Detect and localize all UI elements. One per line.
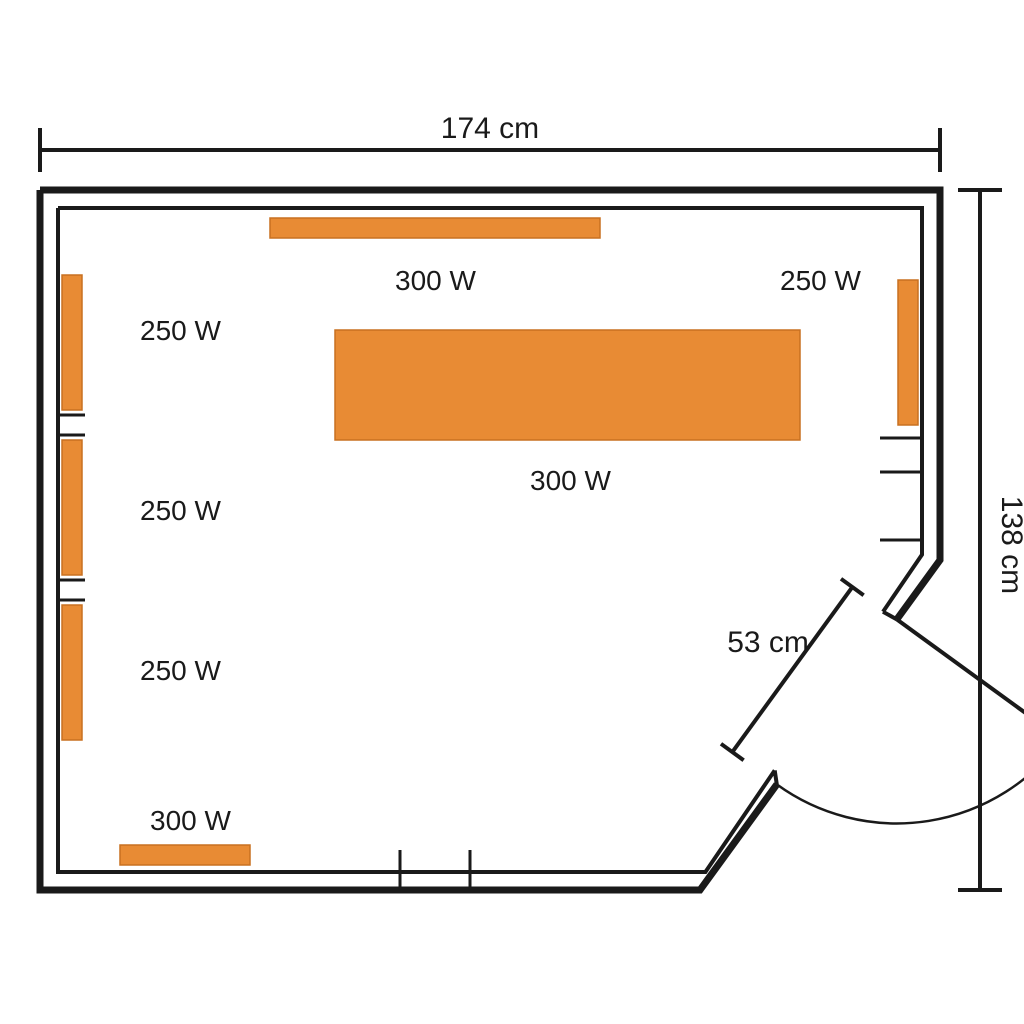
heater-label-top-bar: 300 W [395, 265, 476, 296]
dim-door-label: 53 cm [727, 626, 809, 659]
heater-label-right-panel: 250 W [780, 265, 861, 296]
heater-label-left-panel-2: 250 W [140, 495, 221, 526]
door-jamb [883, 612, 897, 620]
door-arc [777, 739, 1024, 823]
heater-top-bar [270, 218, 600, 238]
heater-label-center-block: 300 W [530, 465, 611, 496]
heater-label-bottom-small: 300 W [150, 805, 231, 836]
heater-left-panel-3 [62, 605, 82, 740]
heater-left-panel-1 [62, 275, 82, 410]
heater-left-panel-2 [62, 440, 82, 575]
dim-top-label: 174 cm [441, 112, 539, 145]
door-jamb [775, 770, 777, 784]
heater-label-left-panel-1: 250 W [140, 315, 221, 346]
heater-center-block [335, 330, 800, 440]
heater-right-panel [898, 280, 918, 425]
dim-right-label: 138 cm [995, 496, 1024, 594]
heater-label-left-panel-3: 250 W [140, 655, 221, 686]
door-leaf [897, 619, 1024, 739]
wall-inner [58, 208, 775, 872]
heater-bottom-small [120, 845, 250, 865]
dim-door [721, 579, 864, 760]
